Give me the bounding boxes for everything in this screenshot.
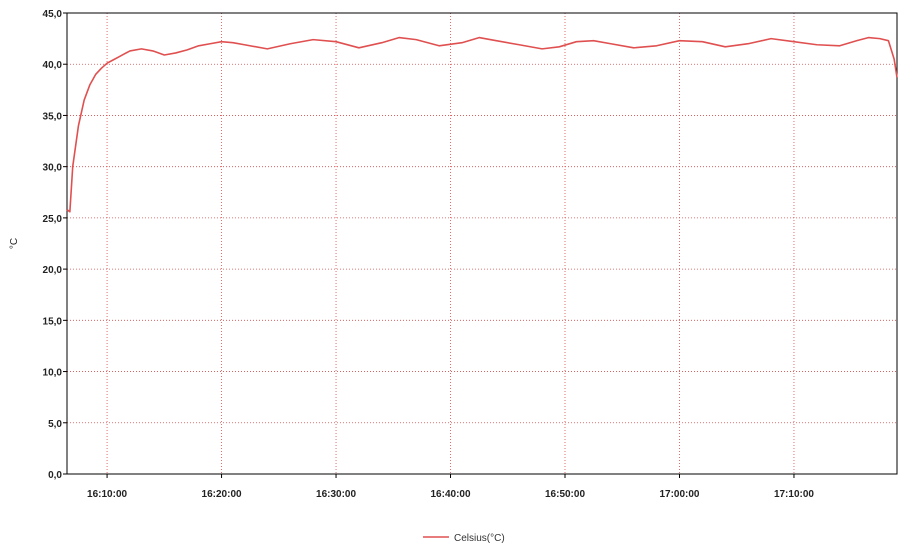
y-tick-label: 5,0: [48, 419, 62, 430]
x-tick-label: 16:20:00: [202, 489, 242, 500]
y-tick-label: 30,0: [43, 163, 63, 174]
x-axis-ticks: 16:10:00 16:20:00 16:30:00 16:40:00 16:50:00…: [87, 474, 814, 500]
x-tick-label: 16:10:00: [87, 489, 127, 500]
series-line-celsius: [66, 36, 898, 213]
x-tick-label: 17:00:00: [659, 489, 699, 500]
y-axis-ticks: 0,0 5,0 10,0 15,0 20,0 25,0 30,0 35,0 40,0 45,0: [43, 9, 67, 481]
x-tick-label: 16:50:00: [545, 489, 585, 500]
grid-lines: [67, 13, 897, 474]
x-tick-label: 16:30:00: [316, 489, 356, 500]
y-tick-label: 40,0: [43, 60, 63, 71]
x-tick-label: 17:10:00: [774, 489, 814, 500]
y-tick-label: 20,0: [43, 265, 63, 276]
y-tick-label: 45,0: [43, 9, 63, 20]
legend: Celsius(°C): [423, 533, 505, 544]
y-axis-label: °C: [9, 238, 20, 249]
plot-frame: [66, 12, 898, 475]
y-tick-label: 25,0: [43, 214, 63, 225]
legend-label: Celsius(°C): [454, 533, 505, 544]
y-tick-label: 35,0: [43, 111, 63, 122]
x-tick-label: 16:40:00: [431, 489, 471, 500]
y-tick-label: 10,0: [43, 368, 63, 379]
y-tick-label: 0,0: [48, 470, 62, 481]
y-tick-label: 15,0: [43, 316, 63, 327]
